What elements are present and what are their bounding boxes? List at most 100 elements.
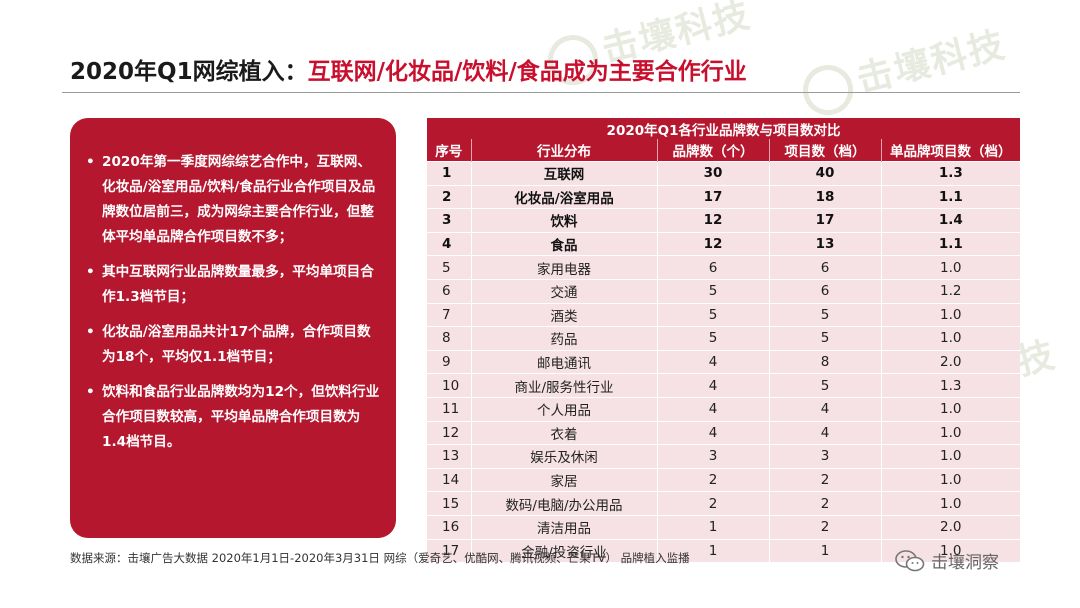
table-cell: 1.0 [880, 326, 1021, 351]
data-source-note: 数据来源：击壤广告大数据 2020年1月1日-2020年3月31日 网综（爱奇艺… [70, 551, 690, 565]
table-cell: 7 [427, 302, 471, 327]
table-cell: 2 [427, 184, 471, 209]
table-cell: 食品 [470, 231, 657, 256]
industry-table-wrapper: 2020年Q1各行业品牌数与项目数对比 序号 行业分布 品牌数（个） 项目数（档） 单品… [427, 118, 1021, 563]
summary-bullet: • 化妆品/浴室用品共计17个品牌，合作项目数为18个，平均仅1.1档节目； [86, 324, 371, 365]
table-cell: 3 [656, 444, 769, 469]
table-cell: 12 [427, 420, 471, 445]
table-cell: 数码/电脑/办公用品 [470, 491, 657, 516]
table-cell: 衣着 [470, 420, 657, 445]
watermark: 击壤科技 [796, 16, 1011, 121]
table-cell: 1.1 [880, 231, 1021, 256]
table-row: 14 家居 2 2 1.0 [427, 467, 1021, 492]
table-row: 4 食品 12 13 1.1 [427, 231, 1021, 256]
table-cell: 化妆品/浴室用品 [470, 184, 657, 209]
summary-panel: • 2020年第一季度网综综艺合作中，互联网、化妆品/浴室用品/饮料/食品行业合作… [70, 118, 396, 538]
table-row: 7 酒类 5 5 1.0 [427, 302, 1021, 327]
wechat-icon [895, 549, 925, 571]
table-cell: 12 [656, 208, 769, 233]
table-cell: 清洁用品 [470, 514, 657, 539]
table-header-cell: 单品牌项目数（档） [880, 139, 1021, 162]
table-cell: 14 [427, 467, 471, 492]
table-row: 3 饮料 12 17 1.4 [427, 208, 1021, 233]
table-body: 1 互联网 30 40 1.3 2 化妆品/浴室用品 17 18 1.1 3 饮料 12 17 1.4 4 食品… [427, 161, 1021, 563]
table-cell: 2 [768, 514, 881, 539]
table-cell: 4 [768, 420, 881, 445]
table-cell: 2 [768, 467, 881, 492]
table-cell: 1.0 [880, 444, 1021, 469]
table-cell: 17 [656, 184, 769, 209]
table-cell: 4 [427, 231, 471, 256]
table-cell: 互联网 [470, 161, 657, 186]
table-cell: 6 [427, 278, 471, 304]
table-cell: 15 [427, 491, 471, 516]
table-cell: 8 [768, 349, 881, 374]
table-cell: 商业/服务性行业 [470, 373, 657, 398]
summary-bullet: • 饮料和食品行业品牌数均为12个，但饮料行业合作项目数较高，平均单品牌合作项目数… [86, 384, 380, 450]
table-row: 1 互联网 30 40 1.3 [427, 161, 1021, 186]
table-cell: 4 [656, 349, 769, 374]
table-cell: 1 [656, 514, 769, 539]
table-cell: 5 [427, 255, 471, 280]
table-cell: 6 [656, 255, 769, 280]
table-cell: 4 [656, 396, 769, 422]
table-cell: 1.0 [880, 255, 1021, 280]
table-cell: 11 [427, 396, 471, 422]
table-cell: 1.0 [880, 491, 1021, 516]
page-title-prefix: 2020年Q1网综植入： [70, 59, 308, 85]
table-cell: 4 [768, 396, 881, 422]
table-header-cell: 项目数（档） [768, 139, 881, 162]
table-cell: 40 [768, 161, 881, 186]
table-row: 11 个人用品 4 4 1.0 [427, 396, 1021, 422]
table-cell: 1.3 [880, 373, 1021, 398]
table-cell: 金融/投资行业 [470, 538, 657, 563]
table-cell: 1.0 [880, 420, 1021, 445]
table-cell: 1 [656, 538, 769, 563]
industry-table: 2020年Q1各行业品牌数与项目数对比 序号 行业分布 品牌数（个） 项目数（档） 单品… [427, 118, 1021, 563]
table-header-row: 序号 行业分布 品牌数（个） 项目数（档） 单品牌项目数（档） [427, 139, 1021, 162]
table-cell: 30 [656, 161, 769, 186]
table-caption: 2020年Q1各行业品牌数与项目数对比 [427, 118, 1021, 139]
table-cell: 2 [656, 491, 769, 516]
table-row: 16 清洁用品 1 2 2.0 [427, 514, 1021, 539]
table-cell: 2.0 [880, 514, 1021, 539]
table-cell: 3 [768, 444, 881, 469]
table-row: 13 娱乐及休闲 3 3 1.0 [427, 444, 1021, 469]
table-cell: 6 [768, 278, 881, 304]
table-cell: 2 [768, 491, 881, 516]
table-cell: 5 [768, 302, 881, 327]
brand-mark: 击壤洞察 [895, 548, 999, 573]
table-cell: 1.3 [880, 161, 1021, 186]
table-cell: 12 [656, 231, 769, 256]
table-cell: 1 [768, 538, 881, 563]
table-cell: 家居 [470, 467, 657, 492]
table-cell: 1 [427, 161, 471, 186]
summary-bullet: • 2020年第一季度网综综艺合作中，互联网、化妆品/浴室用品/饮料/食品行业合作… [86, 154, 376, 245]
table-cell: 1.0 [880, 302, 1021, 327]
table-cell: 5 [656, 326, 769, 351]
table-cell: 5 [768, 326, 881, 351]
table-cell: 1.0 [880, 467, 1021, 492]
table-cell: 娱乐及休闲 [470, 444, 657, 469]
table-row: 6 交通 5 6 1.2 [427, 278, 1021, 304]
table-cell: 邮电通讯 [470, 349, 657, 374]
table-row: 2 化妆品/浴室用品 17 18 1.1 [427, 184, 1021, 209]
table-cell: 13 [427, 444, 471, 469]
table-cell: 6 [768, 255, 881, 280]
table-header-cell: 品牌数（个） [656, 139, 769, 162]
table-row: 12 衣着 4 4 1.0 [427, 420, 1021, 445]
table-cell: 8 [427, 326, 471, 351]
table-cell: 17 [427, 538, 471, 563]
summary-bullet: • 其中互联网行业品牌数量最多，平均单项目合作1.3档节目； [86, 264, 374, 305]
table-cell: 饮料 [470, 208, 657, 233]
table-cell: 9 [427, 349, 471, 374]
page-title-highlight: 互联网/化妆品/饮料/食品成为主要合作行业 [307, 59, 747, 85]
table-cell: 16 [427, 514, 471, 539]
table-cell: 4 [656, 420, 769, 445]
table-row: 17 金融/投资行业 1 1 1.0 [427, 538, 1021, 563]
table-header-cell: 行业分布 [470, 139, 657, 162]
table-cell: 1.1 [880, 184, 1021, 209]
page-title: 2020年Q1网综植入：互联网/化妆品/饮料/食品成为主要合作行业 [70, 52, 747, 86]
brand-name: 击壤洞察 [931, 553, 999, 573]
table-cell: 1.0 [880, 396, 1021, 422]
